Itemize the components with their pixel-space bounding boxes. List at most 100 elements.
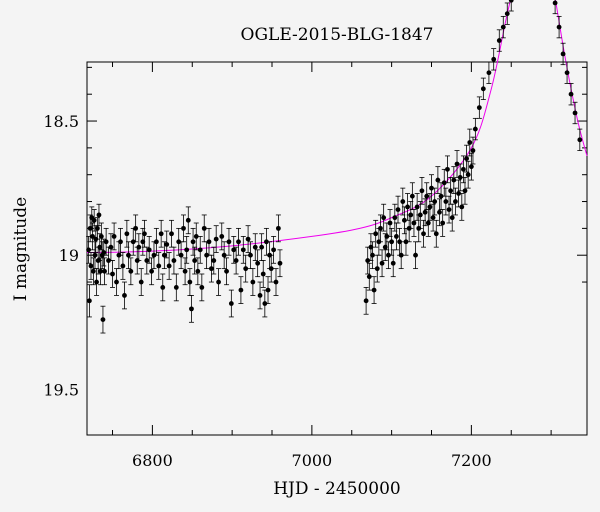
data-point [371, 276, 377, 304]
data-point [392, 203, 398, 232]
data-point [508, 0, 514, 12]
data-point [449, 203, 455, 232]
data-point [178, 241, 184, 270]
data-point [185, 206, 191, 235]
data-point [238, 276, 244, 304]
x-tick-label: 7200 [451, 451, 492, 470]
data-point [103, 227, 109, 256]
data-point [390, 249, 396, 278]
data-point [572, 101, 578, 125]
data-point [144, 246, 150, 275]
data-point [465, 160, 471, 189]
data-point [398, 241, 404, 270]
data-point [114, 268, 120, 296]
data-point [379, 249, 385, 278]
data-point [156, 252, 162, 280]
data-point [111, 222, 117, 251]
data-point [395, 195, 401, 224]
data-point [381, 203, 387, 232]
data-point [446, 195, 452, 224]
data-point [452, 187, 458, 216]
data-point [480, 77, 486, 100]
data-point [472, 117, 478, 141]
data-point [124, 219, 130, 248]
data-point [421, 219, 427, 248]
data-point [216, 268, 222, 296]
data-point [430, 203, 436, 232]
data-point [226, 227, 232, 256]
data-point [86, 284, 92, 318]
data-point [121, 281, 127, 310]
data-point [146, 236, 152, 264]
data-point [504, 2, 510, 25]
data-point [457, 163, 463, 192]
data-point [158, 219, 164, 248]
data-point [193, 222, 199, 251]
data-point [459, 193, 465, 221]
data-points [86, 0, 583, 334]
data-point [100, 305, 106, 334]
data-point [171, 246, 177, 275]
model-curve-line [86, 0, 588, 254]
data-point [201, 214, 207, 243]
data-point [153, 227, 159, 256]
data-point [577, 128, 583, 151]
data-point [275, 214, 281, 243]
data-point [250, 268, 256, 296]
data-point [240, 236, 246, 264]
data-point [273, 268, 279, 296]
data-point [101, 238, 107, 267]
data-point [277, 249, 283, 278]
data-point [440, 209, 446, 237]
plot-frame [86, 61, 588, 436]
data-point [496, 29, 502, 52]
data-point [138, 268, 144, 296]
data-point [94, 268, 100, 296]
data-point [363, 287, 369, 315]
data-point [91, 209, 97, 232]
data-point [414, 193, 420, 221]
data-point [259, 233, 265, 261]
x-axis: 6800 7000 7200 [112, 62, 552, 470]
data-point [110, 260, 116, 288]
data-point [560, 42, 566, 66]
data-point [462, 176, 468, 205]
data-point [470, 136, 476, 165]
data-point [460, 155, 466, 184]
data-point [219, 222, 225, 251]
data-point [94, 217, 100, 240]
data-point [413, 241, 419, 270]
data-point [149, 257, 155, 286]
y-axis-label: I magnitude [11, 197, 31, 301]
data-point [454, 150, 460, 178]
data-point [433, 219, 439, 248]
data-point [263, 227, 269, 256]
data-point [271, 236, 277, 264]
data-point [164, 230, 170, 259]
data-point [161, 241, 167, 270]
data-point [231, 236, 237, 264]
data-point [568, 83, 574, 106]
data-point [180, 214, 186, 243]
data-point [369, 241, 375, 270]
data-point [377, 214, 383, 243]
data-point [556, 15, 562, 39]
chart-title: OGLE-2015-BLG-1847 [241, 25, 434, 45]
data-point [213, 225, 219, 253]
x-axis-label: HJD - 2450000 [273, 479, 401, 499]
data-point [233, 246, 239, 275]
data-point [257, 281, 263, 310]
data-point [468, 152, 474, 181]
data-point [88, 252, 94, 280]
data-point [160, 273, 166, 302]
data-point [136, 233, 142, 261]
data-point [486, 61, 492, 84]
data-point [221, 241, 227, 270]
data-point [117, 227, 123, 256]
y-tick-label: 18.5 [43, 112, 79, 131]
data-point [435, 166, 441, 194]
data-point [262, 289, 268, 318]
data-point [419, 176, 425, 205]
data-point [443, 187, 449, 216]
